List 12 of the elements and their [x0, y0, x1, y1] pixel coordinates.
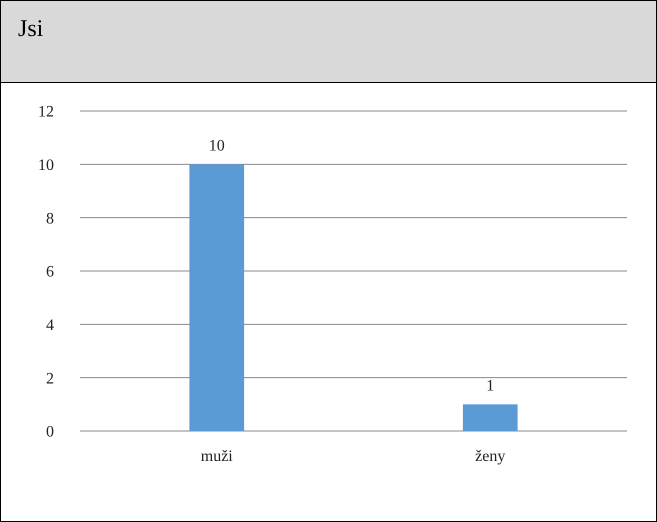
y-tick-label: 10	[38, 156, 54, 174]
y-tick-label: 6	[46, 264, 54, 281]
y-tick-label: 8	[46, 210, 54, 228]
chart-title: Jsi	[18, 16, 44, 42]
y-tick-label: 2	[46, 370, 54, 388]
y-tick-label: 12	[38, 104, 54, 121]
x-tick-label: muži	[200, 448, 234, 465]
y-tick-label: 0	[46, 424, 54, 441]
y-tick-label: 4	[46, 316, 54, 334]
data-label: 1	[486, 377, 494, 394]
data-label: 10	[208, 137, 225, 154]
x-tick-label: ženy	[475, 448, 506, 465]
